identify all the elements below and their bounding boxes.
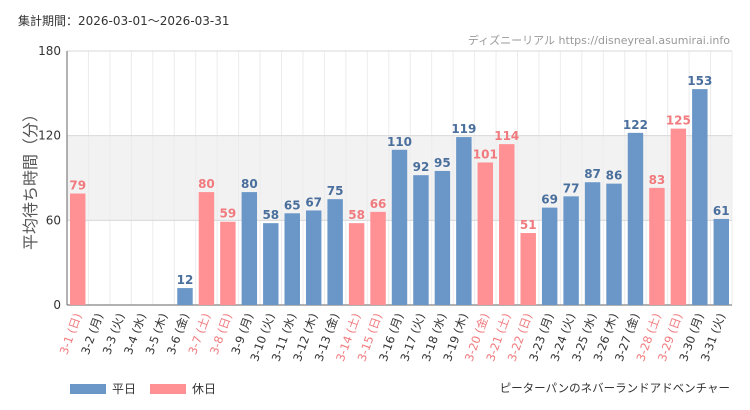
bar [563, 196, 579, 305]
bar-value-label: 101 [473, 147, 498, 161]
bar-value-label: 83 [649, 173, 666, 187]
bar [606, 183, 622, 305]
bar [584, 182, 601, 305]
bar [477, 162, 494, 305]
bar-value-label: 12 [177, 273, 194, 287]
bar-value-label: 79 [69, 179, 86, 193]
attraction-name: ピーターパンのネバーランドアドベンチャー [499, 381, 730, 395]
y-tick-label: 180 [38, 44, 61, 58]
bar [434, 170, 451, 305]
bar [499, 144, 515, 305]
bar [263, 223, 279, 305]
bar [327, 199, 343, 305]
legend: 平日 休日 [70, 380, 216, 397]
bar [177, 288, 193, 305]
bar [370, 211, 386, 305]
y-axis-title: 平均待ち時間（分） [21, 106, 40, 250]
bar [627, 132, 644, 305]
bar [348, 223, 365, 305]
bar-value-label: 80 [198, 177, 215, 191]
period-separator: ～ [147, 14, 160, 28]
bar [70, 193, 86, 305]
bar-value-label: 92 [413, 160, 430, 174]
bar [692, 89, 708, 305]
bar-value-label: 87 [584, 167, 601, 181]
y-tick-label: 0 [53, 298, 61, 312]
bar [456, 137, 472, 305]
bar [520, 233, 536, 305]
bar-value-label: 110 [387, 135, 412, 149]
bar-value-label: 95 [434, 156, 451, 170]
source-credit: ディズニーリアル https://disneyreal.asumirai.inf… [467, 34, 730, 47]
period-start: 2026-03-01 [78, 14, 148, 28]
legend-item-weekday: 平日 [70, 380, 136, 397]
bar-value-label: 122 [623, 118, 648, 132]
bar [241, 192, 258, 305]
y-tick-label: 120 [38, 129, 61, 143]
legend-item-holiday: 休日 [150, 380, 216, 397]
bar-value-label: 65 [284, 198, 301, 212]
bar-value-label: 67 [305, 195, 322, 209]
bar [284, 213, 300, 305]
bar [413, 175, 429, 305]
legend-label-holiday: 休日 [192, 382, 217, 396]
bar-value-label: 75 [327, 184, 344, 198]
legend-swatch-weekday [70, 383, 106, 394]
legend-label-weekday: 平日 [112, 382, 137, 396]
bar [670, 128, 687, 305]
bar [220, 221, 236, 305]
bar-value-label: 80 [241, 177, 258, 191]
bar-value-label: 69 [541, 193, 558, 207]
bar [391, 149, 408, 305]
bar [305, 210, 322, 305]
bar [649, 187, 665, 305]
bar-value-label: 153 [687, 74, 712, 88]
bar [198, 192, 215, 305]
bar [713, 218, 729, 305]
bar-value-label: 77 [563, 181, 580, 195]
legend-swatch-holiday [150, 383, 187, 394]
bar-value-label: 114 [494, 129, 519, 143]
bar-value-label: 51 [520, 218, 537, 232]
period-label: 集計期間： [18, 14, 79, 28]
bar-value-label: 58 [262, 208, 279, 222]
bar-value-label: 66 [370, 197, 387, 211]
bar-value-label: 86 [606, 169, 623, 183]
period-text: 集計期間：2026-03-01～2026-03-31 [18, 12, 230, 29]
bar-value-label: 125 [666, 114, 691, 128]
bar-value-label: 61 [713, 204, 730, 218]
bar-value-label: 119 [451, 122, 476, 136]
period-end: 2026-03-31 [159, 14, 230, 28]
bar-value-label: 58 [348, 208, 365, 222]
bar-value-label: 59 [220, 207, 237, 221]
y-tick-label: 60 [46, 213, 61, 227]
bar [541, 207, 558, 305]
